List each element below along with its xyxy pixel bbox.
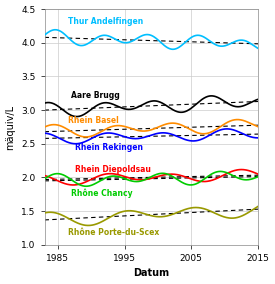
- Text: Rhein Rekingen: Rhein Rekingen: [75, 143, 142, 152]
- Text: Thur Andelfingen: Thur Andelfingen: [68, 17, 143, 26]
- Text: Rhône Porte-du-Scex: Rhône Porte-du-Scex: [68, 228, 159, 237]
- X-axis label: Datum: Datum: [133, 268, 169, 278]
- Text: Aare Brugg: Aare Brugg: [71, 91, 120, 100]
- Y-axis label: mäquiv/L: mäquiv/L: [6, 105, 16, 149]
- Text: Rhein Diepoldsau: Rhein Diepoldsau: [75, 165, 150, 174]
- Text: Rhône Chancy: Rhône Chancy: [71, 188, 133, 198]
- Text: Rhein Basel: Rhein Basel: [68, 116, 119, 125]
